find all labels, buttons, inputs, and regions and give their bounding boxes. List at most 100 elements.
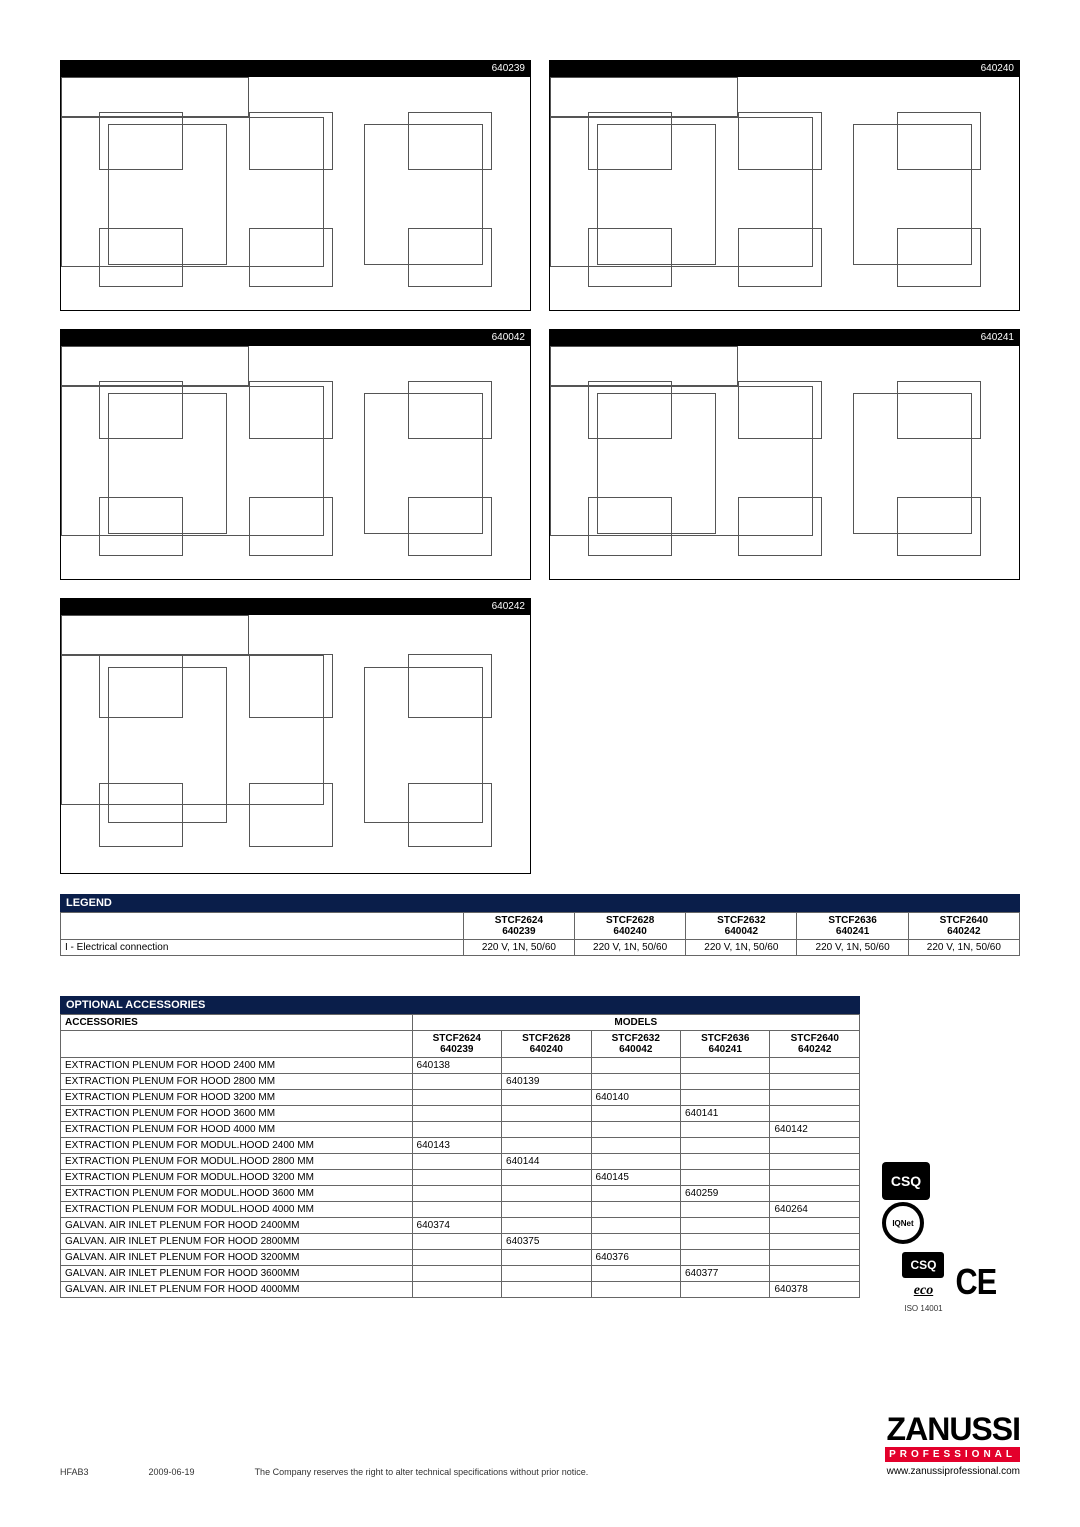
acc-cell [412,1122,501,1138]
acc-row-label: EXTRACTION PLENUM FOR HOOD 3200 MM [61,1090,413,1106]
diagram-code: 640239 [492,63,525,74]
acc-cell [681,1074,770,1090]
certifications: CSQ IQNet CSQ eco ISO 14001 C E [880,1160,1020,1313]
acc-row: EXTRACTION PLENUM FOR HOOD 3600 MM640141 [61,1106,860,1122]
diagram-code: 640242 [492,601,525,612]
acc-row-label: EXTRACTION PLENUM FOR MODUL.HOOD 3600 MM [61,1186,413,1202]
legend-cell: 220 V, 1N, 50/60 [575,940,686,956]
footer-date: 2009-06-19 [149,1467,195,1477]
acc-cell [502,1186,591,1202]
diagram-cell-640042: 640042 [60,329,531,580]
acc-cell [591,1202,680,1218]
acc-row: EXTRACTION PLENUM FOR HOOD 2400 MM640138 [61,1058,860,1074]
acc-cell [502,1138,591,1154]
acc-col-head: STCF2636640241 [681,1031,770,1058]
acc-cell [770,1170,860,1186]
legend-col-model: STCF2632640042 [686,913,797,940]
acc-cell: 640378 [770,1282,860,1298]
brand-subtitle: PROFESSIONAL [885,1447,1020,1462]
legend-block: LEGEND STCF2624640239 STCF2628640240 STC… [60,894,1020,956]
legend-cell: 220 V, 1N, 50/60 [463,940,574,956]
acc-cell [412,1074,501,1090]
legend-title: LEGEND [60,894,1020,912]
diagram-drawing [60,614,531,874]
legend-cell: 220 V, 1N, 50/60 [908,940,1019,956]
acc-cell [591,1186,680,1202]
acc-row: GALVAN. AIR INLET PLENUM FOR HOOD 3200MM… [61,1250,860,1266]
acc-cell [591,1218,680,1234]
acc-cell [502,1122,591,1138]
acc-cell [591,1282,680,1298]
legend-col-model: STCF2640640242 [908,913,1019,940]
acc-cell [770,1154,860,1170]
acc-row: GALVAN. AIR INLET PLENUM FOR HOOD 2800MM… [61,1234,860,1250]
acc-cell [681,1202,770,1218]
acc-col-head: STCF2624640239 [412,1031,501,1058]
accessories-block: OPTIONAL ACCESSORIES ACCESSORIES MODELS … [60,996,860,1298]
iso-label: ISO 14001 [900,1304,946,1313]
acc-cell [412,1250,501,1266]
acc-cell: 640142 [770,1122,860,1138]
acc-row-label: GALVAN. AIR INLET PLENUM FOR HOOD 2400MM [61,1218,413,1234]
acc-cell [681,1170,770,1186]
acc-cell [681,1250,770,1266]
legend-col-model: STCF2624640239 [463,913,574,940]
acc-row: EXTRACTION PLENUM FOR MODUL.HOOD 3200 MM… [61,1170,860,1186]
acc-cell [591,1122,680,1138]
csq-small-badge-icon: CSQ [902,1252,944,1278]
acc-row-head2: STCF2624640239 STCF2628640240 STCF263264… [61,1031,860,1058]
acc-row: EXTRACTION PLENUM FOR MODUL.HOOD 4000 MM… [61,1202,860,1218]
acc-cell [770,1074,860,1090]
acc-cell [770,1090,860,1106]
footer-code: HFAB3 [60,1467,89,1477]
acc-row-label: GALVAN. AIR INLET PLENUM FOR HOOD 2800MM [61,1234,413,1250]
diagram-drawing [549,345,1020,580]
acc-row-label: GALVAN. AIR INLET PLENUM FOR HOOD 4000MM [61,1282,413,1298]
acc-cell [770,1106,860,1122]
diagram-cell-640240: 640240 [549,60,1020,311]
acc-cell [681,1234,770,1250]
acc-cell: 640374 [412,1218,501,1234]
acc-cell [502,1170,591,1186]
acc-cell [502,1282,591,1298]
acc-cell [412,1202,501,1218]
acc-row-label: EXTRACTION PLENUM FOR MODUL.HOOD 4000 MM [61,1202,413,1218]
acc-cell [591,1138,680,1154]
acc-cell [502,1250,591,1266]
acc-row-label: EXTRACTION PLENUM FOR HOOD 2800 MM [61,1074,413,1090]
acc-row: EXTRACTION PLENUM FOR HOOD 2800 MM 640139 [61,1074,860,1090]
eco-badge-icon: eco [902,1280,944,1302]
acc-cell [770,1058,860,1074]
acc-cell: 640138 [412,1058,501,1074]
accessories-table: ACCESSORIES MODELS STCF2624640239 STCF26… [60,1014,860,1298]
acc-cell [770,1138,860,1154]
acc-row: GALVAN. AIR INLET PLENUM FOR HOOD 4000MM… [61,1282,860,1298]
legend-header-row: STCF2624640239 STCF2628640240 STCF263264… [61,913,1020,940]
legend-col-model: STCF2636640241 [797,913,908,940]
diagram-grid: 640239 640240 640042 [60,60,1020,874]
acc-cell: 640139 [502,1074,591,1090]
acc-cell [412,1282,501,1298]
acc-cell [412,1234,501,1250]
acc-cell [681,1122,770,1138]
acc-cell [502,1106,591,1122]
acc-row-label: EXTRACTION PLENUM FOR HOOD 2400 MM [61,1058,413,1074]
acc-col-head: STCF2632640042 [591,1031,680,1058]
acc-cell: 640377 [681,1266,770,1282]
acc-cell [770,1234,860,1250]
acc-cell: 640145 [591,1170,680,1186]
acc-row: EXTRACTION PLENUM FOR MODUL.HOOD 2400 MM… [61,1138,860,1154]
legend-cell: 220 V, 1N, 50/60 [797,940,908,956]
acc-cell [502,1090,591,1106]
acc-cell: 640141 [681,1106,770,1122]
acc-cell: 640140 [591,1090,680,1106]
acc-cell [412,1186,501,1202]
diagram-code: 640042 [492,332,525,343]
acc-cell [502,1202,591,1218]
diagram-drawing [60,76,531,311]
acc-row-label: GALVAN. AIR INLET PLENUM FOR HOOD 3200MM [61,1250,413,1266]
acc-cell [412,1266,501,1282]
acc-cell [681,1154,770,1170]
acc-row-label: EXTRACTION PLENUM FOR MODUL.HOOD 2400 MM [61,1138,413,1154]
acc-cell [502,1058,591,1074]
